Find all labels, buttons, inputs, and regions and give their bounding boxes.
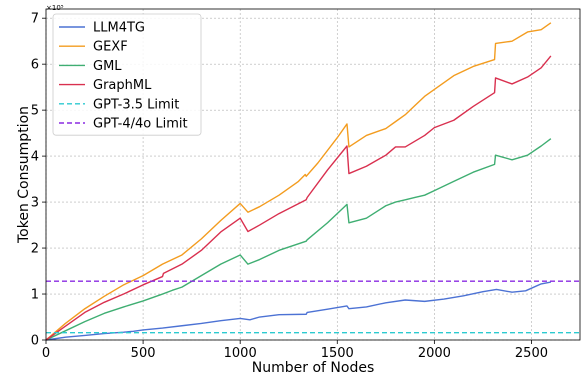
y-tick-label: 1: [31, 288, 39, 303]
x-tick-label: 2500: [515, 346, 548, 361]
legend-label: GEXF: [93, 40, 128, 55]
legend-label: LLM4TG: [93, 21, 145, 36]
y-tick-label: 2: [31, 242, 39, 257]
legend-label: GPT-3.5 Limit: [93, 97, 179, 112]
legend-label: GML: [93, 59, 122, 74]
series-line-1: [45, 22, 552, 341]
y-tick-label: 6: [31, 58, 39, 73]
x-tick-label: 0: [42, 346, 50, 361]
x-tick-label: 500: [131, 346, 156, 361]
y-axis-scale-label: ×10⁵: [46, 4, 64, 12]
x-tick-label: 1500: [321, 346, 354, 361]
legend: LLM4TG GEXF GML GraphML GPT-3.5 Limit GPT-4/4…: [52, 13, 202, 136]
x-tick-label: 1000: [224, 346, 257, 361]
legend-box: [52, 13, 202, 136]
plot-frame: [45, 8, 581, 341]
series-line-0: [45, 281, 552, 341]
y-tick-label: 0: [31, 334, 39, 349]
legend-label: GraphML: [93, 78, 152, 93]
series-line-2: [45, 138, 552, 341]
x-tick-label: 2000: [418, 346, 451, 361]
series-layer: [45, 22, 580, 341]
x-axis-label: Number of Nodes: [252, 360, 374, 375]
y-tick-label: 3: [31, 196, 39, 211]
y-tick-label: 5: [31, 104, 39, 119]
y-tick-label: 4: [31, 150, 39, 165]
y-axis-label: Token Consumption: [16, 106, 32, 244]
legend-label: GPT-4/4o Limit: [93, 117, 188, 132]
y-tick-label: 7: [31, 12, 39, 27]
ticks-layer: 0 500 1000 1500 2000 2500 0 1 2 3 4 5 6 7: [31, 12, 548, 361]
